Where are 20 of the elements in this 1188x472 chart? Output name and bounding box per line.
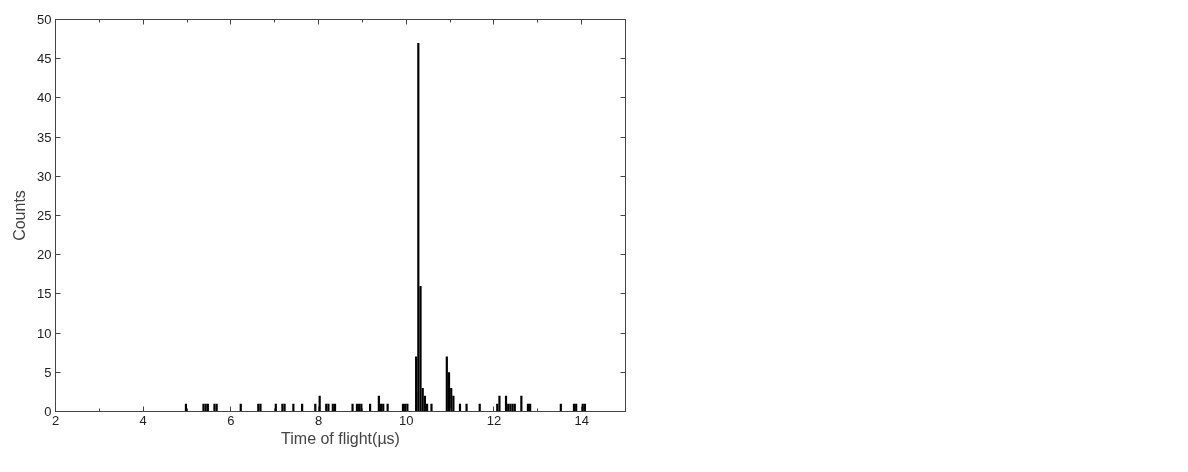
x-axis-title: Time of flight(µs)	[281, 429, 400, 447]
x-tick-label: 10	[399, 412, 414, 428]
y-axis-title: Counts	[11, 190, 29, 241]
y-tick-label: 40	[37, 90, 52, 106]
x-tick-label: 6	[227, 412, 235, 428]
y-tick-label: 35	[37, 129, 52, 145]
y-tick-label: 5	[44, 364, 52, 380]
y-tick-label: 50	[37, 12, 52, 27]
x-tick-label: 8	[314, 412, 323, 428]
y-tick-label: 15	[37, 286, 52, 302]
x-tick-label: 14	[574, 412, 589, 428]
y-tick-label: 20	[37, 247, 52, 263]
y-tick-label: 0	[44, 404, 52, 419]
x-tick-label: 2	[51, 412, 60, 428]
y-tick-label: 10	[37, 325, 52, 341]
x-tick-label: 12	[486, 412, 502, 428]
y-tick-label: 30	[37, 168, 52, 184]
y-tick-label: 45	[37, 51, 52, 67]
x-tick-label: 4	[139, 412, 147, 428]
y-tick-label: 25	[37, 208, 52, 223]
